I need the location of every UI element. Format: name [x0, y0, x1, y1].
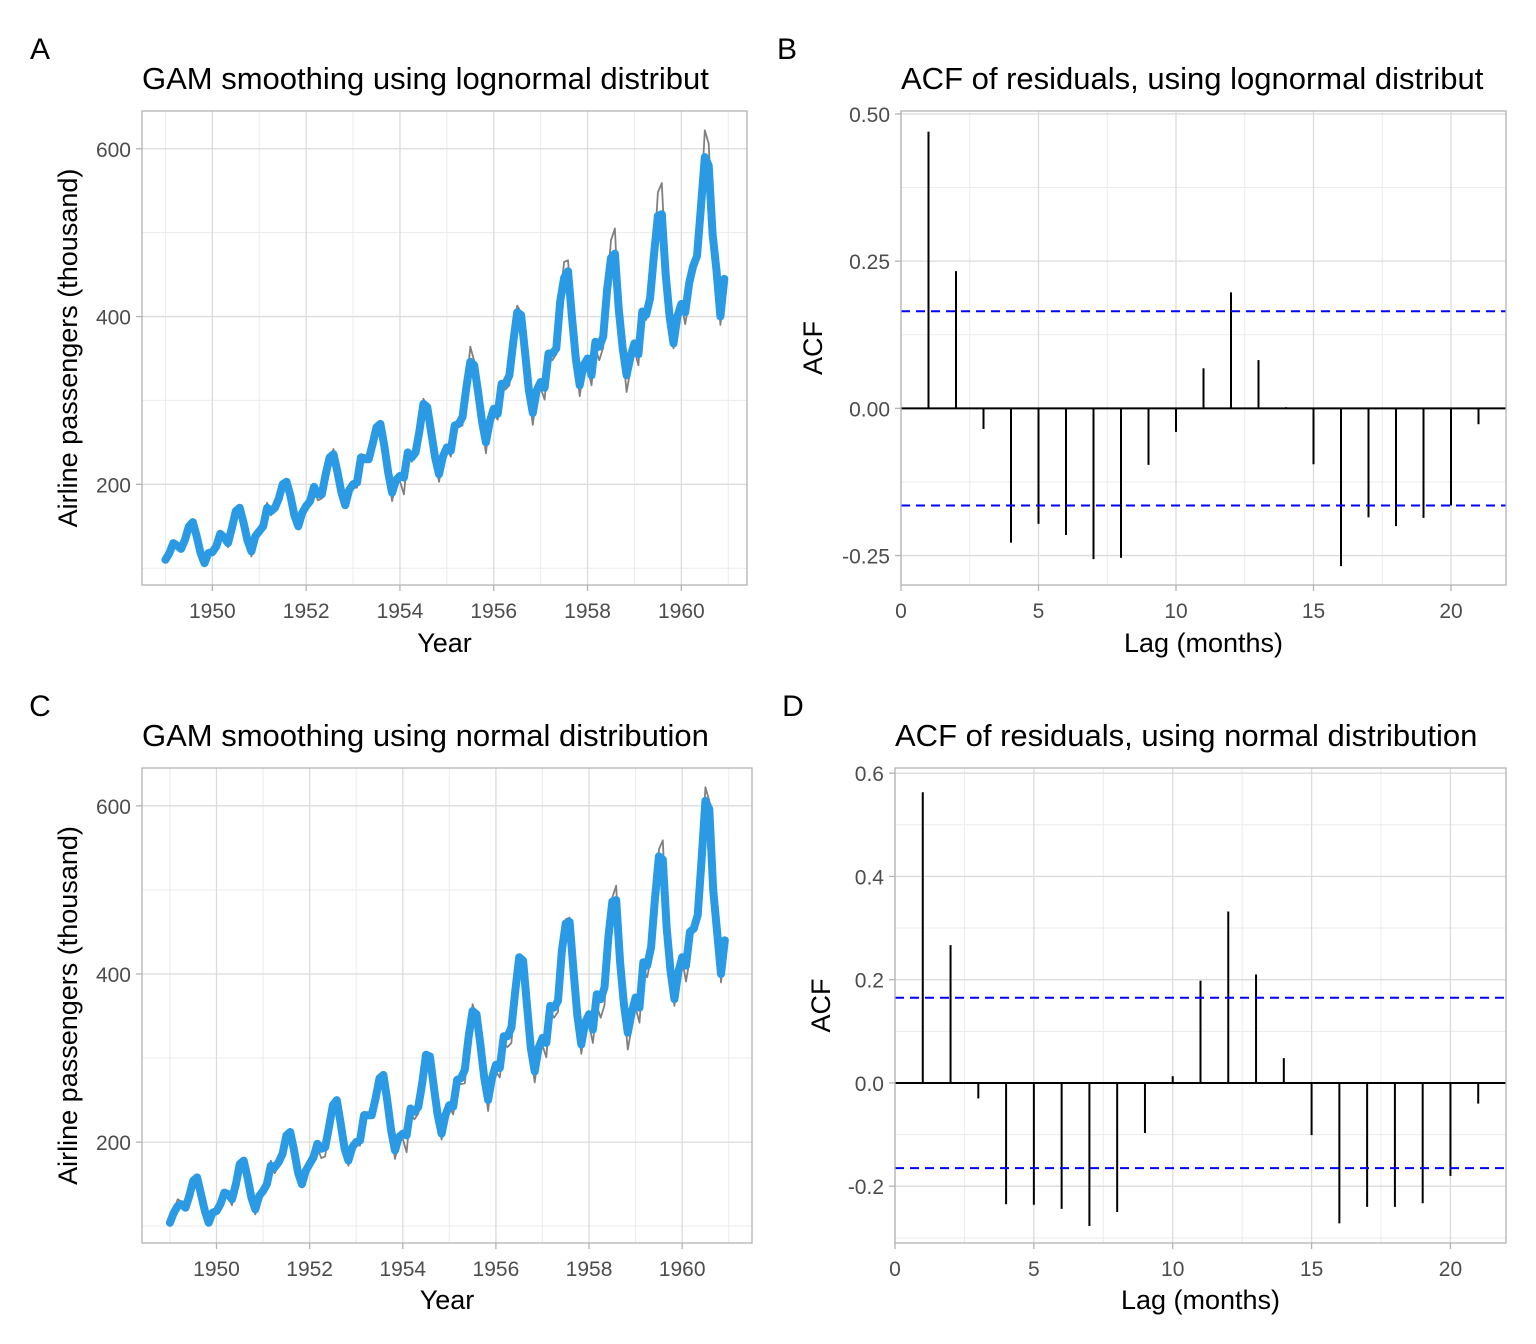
fitted-series-line: [161, 153, 729, 568]
chart-title: GAM smoothing using normal distribution: [142, 718, 709, 753]
y-tick-label: 600: [96, 796, 131, 819]
x-tick-label: 10: [1161, 1258, 1184, 1281]
panel-letter: B: [777, 33, 797, 66]
x-tick-label: 15: [1300, 1258, 1323, 1281]
y-tick-label: -0.25: [842, 546, 890, 569]
panel-letter: A: [30, 33, 50, 66]
x-tick-label: 5: [1028, 1258, 1040, 1281]
x-tick-label: 20: [1439, 1258, 1462, 1281]
x-tick-label: 1960: [659, 1258, 706, 1281]
panel-b: B ACF of residuals, using lognormal distr…: [777, 33, 1507, 658]
plot-frame: [900, 110, 1507, 586]
gridlines: [142, 768, 752, 1243]
y-tick-label: 0.50: [849, 104, 890, 127]
x-tick-label: 1952: [283, 600, 330, 623]
y-tick-label: 0.2: [855, 970, 884, 993]
gridlines: [900, 111, 1506, 585]
x-axis-label: Year: [420, 1285, 475, 1315]
panel-a: A GAM smoothing using lognormal distribut…: [30, 33, 748, 658]
x-tick-label: 15: [1302, 600, 1325, 623]
x-tick-label: 0: [889, 1258, 901, 1281]
y-tick-label: 600: [96, 139, 131, 162]
gridlines: [142, 111, 747, 585]
x-tick-label: 1950: [193, 1258, 240, 1281]
y-axis-label: Airline passengers (thousand): [53, 169, 83, 528]
x-tick-label: 1954: [379, 1258, 426, 1281]
y-tick-label: 200: [96, 1132, 131, 1155]
y-tick-label: 400: [96, 964, 131, 987]
y-tick-label: 400: [96, 307, 131, 330]
y-tick-label: 0.4: [855, 866, 885, 889]
plot-frame: [141, 110, 748, 586]
x-tick-label: 1960: [658, 600, 705, 623]
x-tick-label: 20: [1439, 600, 1462, 623]
x-tick-label: 1950: [189, 600, 236, 623]
x-tick-label: 1954: [377, 600, 424, 623]
x-tick-label: 1958: [566, 1258, 613, 1281]
y-tick-label: 0.25: [849, 251, 890, 274]
x-tick-label: 1956: [470, 600, 517, 623]
x-axis-label: Lag (months): [1121, 1285, 1280, 1315]
y-tick-label: 200: [96, 474, 131, 497]
chart-title: ACF of residuals, using normal distribut…: [895, 718, 1477, 753]
chart-title: ACF of residuals, using lognormal distri…: [901, 61, 1484, 96]
y-tick-label: -0.2: [848, 1176, 884, 1199]
panel-d: D ACF of residuals, using normal distribu…: [782, 690, 1507, 1315]
x-tick-label: 1956: [473, 1258, 520, 1281]
x-tick-label: 0: [895, 600, 907, 623]
x-tick-label: 5: [1033, 600, 1045, 623]
x-axis-label: Lag (months): [1124, 628, 1283, 658]
y-tick-label: 0.00: [849, 398, 890, 421]
y-axis-label: ACF: [806, 979, 836, 1033]
x-tick-label: 1958: [564, 600, 611, 623]
fitted-series-line: [165, 796, 729, 1227]
panel-letter: C: [29, 690, 51, 723]
plot-frame: [894, 767, 1507, 1244]
y-tick-label: 0.0: [855, 1073, 884, 1096]
x-axis-label: Year: [417, 628, 472, 658]
y-tick-label: 0.6: [855, 763, 884, 786]
x-tick-label: 10: [1164, 600, 1187, 623]
panel-c: C GAM smoothing using normal distribution…: [29, 690, 753, 1315]
plot-frame: [141, 767, 753, 1244]
panel-letter: D: [782, 690, 804, 723]
x-tick-label: 1952: [286, 1258, 333, 1281]
y-axis-label: ACF: [798, 321, 828, 375]
chart-title: GAM smoothing using lognormal distribut: [142, 61, 709, 96]
y-axis-label: Airline passengers (thousand): [53, 826, 83, 1185]
